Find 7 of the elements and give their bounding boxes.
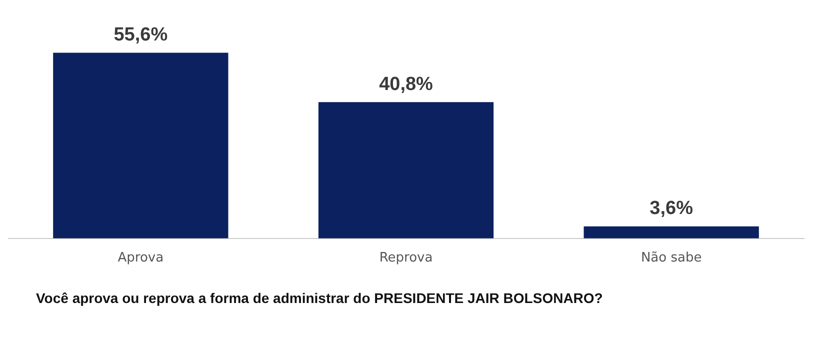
text: Você aprova ou reprova a forma de administrar do PRESIDENTE JAIR BOLSONARO? bbox=[36, 290, 604, 306]
data-label: 40,8% bbox=[379, 74, 434, 95]
x-tick-label: Não sabe bbox=[640, 250, 702, 266]
x-tick-label: Reprova bbox=[379, 250, 433, 266]
x-tick-label: Aprova bbox=[118, 250, 164, 266]
data-label: 55,6% bbox=[114, 24, 168, 46]
data-label: 3,6% bbox=[650, 198, 694, 220]
